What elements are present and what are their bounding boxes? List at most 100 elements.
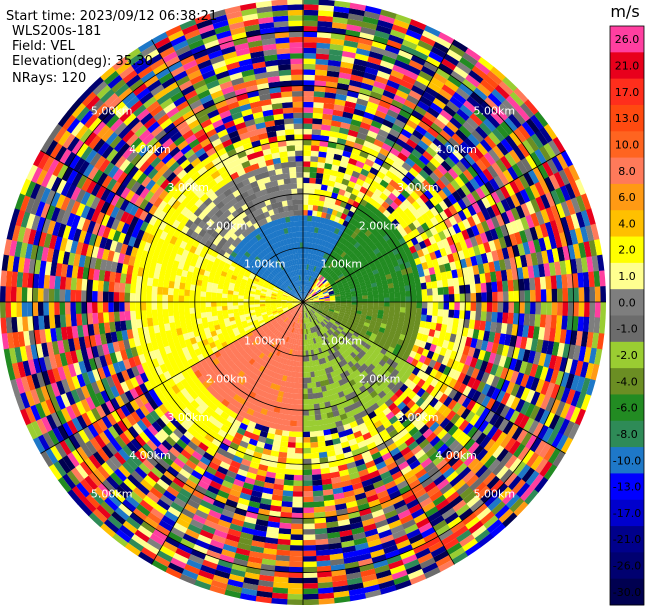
velocity-cell (516, 106, 531, 123)
velocity-cell (360, 270, 368, 276)
velocity-cell (561, 315, 568, 331)
velocity-cell (357, 42, 373, 52)
velocity-cell (451, 325, 458, 336)
velocity-cell (331, 209, 339, 217)
velocity-cell (532, 326, 540, 340)
velocity-cell (346, 163, 356, 171)
velocity-cell (560, 387, 571, 404)
velocity-cell (313, 303, 320, 306)
velocity-cell (378, 297, 385, 303)
velocity-cell (390, 235, 399, 244)
velocity-cell (325, 247, 331, 254)
velocity-cell (339, 288, 345, 293)
velocity-cell (465, 47, 482, 62)
velocity-cell (329, 307, 335, 311)
velocity-cell (399, 44, 416, 56)
velocity-cell (524, 362, 533, 377)
velocity-cell (322, 271, 327, 277)
velocity-cell (588, 271, 595, 288)
velocity-cell (431, 352, 440, 362)
velocity-cell (521, 139, 535, 156)
velocity-cell (569, 406, 581, 424)
velocity-cell (496, 281, 503, 293)
velocity-cell (303, 253, 306, 259)
velocity-cell (518, 278, 525, 292)
velocity-cell (378, 166, 389, 176)
velocity-cell (324, 282, 331, 288)
velocity-cell (302, 393, 309, 400)
velocity-cell (442, 228, 452, 239)
velocity-cell (419, 35, 437, 47)
velocity-cell (410, 307, 417, 315)
velocity-cell (451, 269, 459, 279)
velocity-cell (200, 306, 207, 313)
velocity-cell (514, 372, 525, 386)
velocity-cell (338, 72, 352, 80)
velocity-cell (438, 302, 444, 310)
velocity-cell (534, 111, 549, 128)
velocity-cell (358, 127, 370, 136)
velocity-cell (238, 304, 244, 309)
velocity-cell (324, 304, 330, 307)
velocity-cell (312, 277, 317, 284)
velocity-cell (65, 313, 72, 327)
velocity-cell (332, 239, 339, 246)
velocity-cell (550, 189, 561, 206)
velocity-cell (405, 302, 412, 308)
velocity-cell (402, 198, 412, 209)
velocity-cell (282, 424, 290, 432)
velocity-cell (565, 199, 576, 216)
velocity-cell (588, 347, 597, 365)
velocity-cell (394, 232, 403, 241)
velocity-cell (423, 327, 431, 336)
velocity-cell (366, 153, 378, 163)
velocity-cell (356, 307, 363, 312)
velocity-cell (404, 185, 415, 196)
velocity-cell (323, 265, 329, 272)
velocity-cell (329, 298, 336, 301)
velocity-cell (341, 178, 350, 186)
velocity-cell (333, 181, 342, 189)
velocity-cell (361, 288, 368, 293)
velocity-cell (538, 237, 547, 252)
velocity-cell (445, 182, 457, 195)
velocity-cell (501, 247, 510, 260)
velocity-cell (484, 321, 492, 333)
velocity-cell (413, 80, 429, 92)
velocity-cell (428, 142, 441, 154)
velocity-cell (502, 76, 518, 93)
velocity-cell (321, 240, 327, 247)
velocity-cell (464, 355, 473, 367)
velocity-cell (475, 369, 485, 382)
velocity-cell (431, 337, 439, 346)
velocity-cell (367, 308, 373, 314)
velocity-cell (276, 538, 291, 546)
velocity-cell (367, 294, 374, 299)
velocity-cell (453, 285, 460, 295)
velocity-cell (398, 317, 405, 324)
velocity-cell (474, 274, 481, 285)
velocity-cell (567, 302, 574, 317)
velocity-cell (421, 348, 430, 358)
velocity-cell (483, 152, 496, 166)
velocity-cell (320, 129, 331, 137)
velocity-cell (407, 204, 417, 214)
velocity-cell (492, 302, 498, 313)
velocity-cell (439, 210, 449, 222)
velocity-cell (543, 123, 558, 141)
velocity-cell (432, 302, 439, 310)
velocity-cell (331, 283, 337, 288)
velocity-cell (429, 322, 437, 331)
velocity-cell (501, 99, 517, 115)
velocity-cell (320, 251, 326, 258)
velocity-cell (307, 269, 310, 276)
velocity-cell (535, 378, 545, 394)
velocity-cell (583, 302, 590, 318)
velocity-cell (474, 61, 491, 76)
velocity-cell (389, 29, 407, 40)
velocity-cell (308, 302, 314, 305)
velocity-cell (352, 113, 364, 123)
velocity-cell (326, 285, 332, 290)
velocity-cell (308, 298, 314, 301)
velocity-cell (564, 259, 573, 275)
